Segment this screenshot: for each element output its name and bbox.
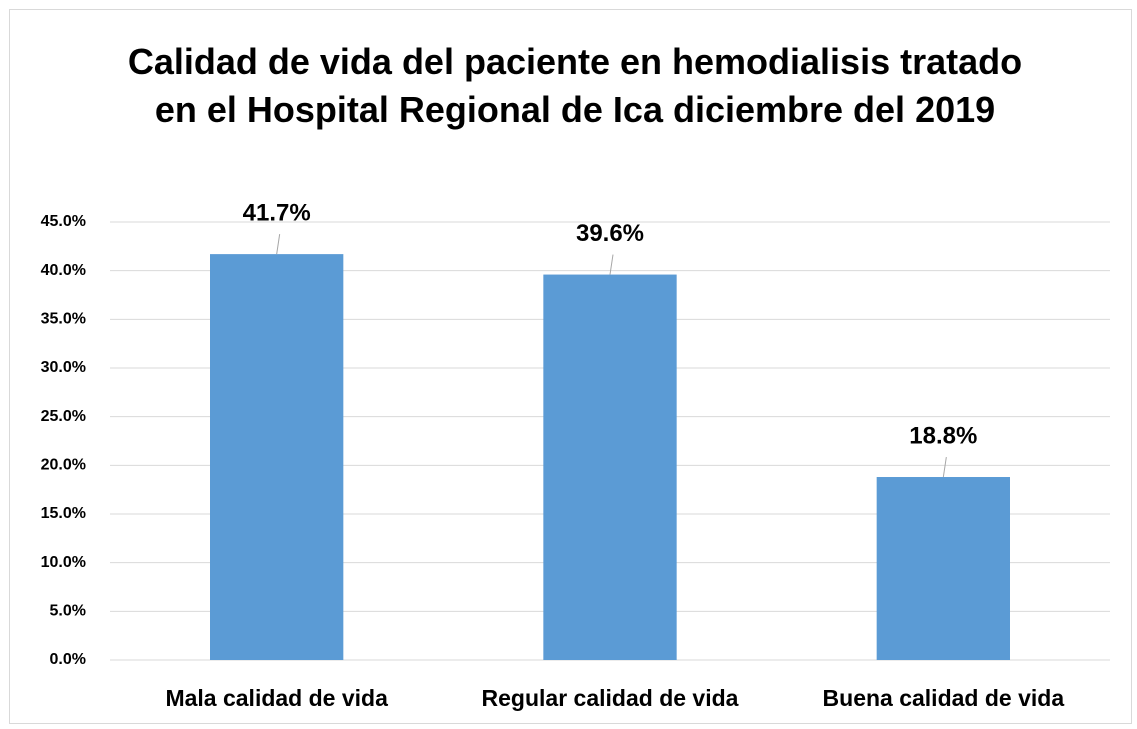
y-tick-label: 30.0% xyxy=(41,359,86,376)
y-tick-label: 20.0% xyxy=(41,457,86,474)
bar xyxy=(876,477,1010,660)
y-tick-label: 25.0% xyxy=(41,408,86,425)
y-tick-label: 10.0% xyxy=(41,554,86,571)
y-tick-label: 5.0% xyxy=(50,603,86,620)
chart-title: Calidad de vida del paciente en hemodial… xyxy=(127,41,1023,130)
data-label: 39.6% xyxy=(576,220,644,247)
x-tick-label: Regular calidad de vida xyxy=(482,685,739,711)
bar xyxy=(543,274,677,660)
y-tick-label: 0.0% xyxy=(50,651,86,668)
y-tick-label: 15.0% xyxy=(41,505,86,522)
y-tick-label: 35.0% xyxy=(41,311,86,328)
leader-line xyxy=(276,234,281,255)
data-label: 18.8% xyxy=(909,422,977,449)
x-tick-label: Mala calidad de vida xyxy=(165,685,388,711)
x-tick-label: Buena calidad de vida xyxy=(823,685,1065,711)
y-tick-label: 40.0% xyxy=(41,262,86,279)
leader-line xyxy=(942,456,947,478)
leader-line xyxy=(609,254,614,275)
y-tick-label: 45.0% xyxy=(41,213,86,230)
data-label: 41.7% xyxy=(243,199,311,226)
bar xyxy=(210,254,344,660)
